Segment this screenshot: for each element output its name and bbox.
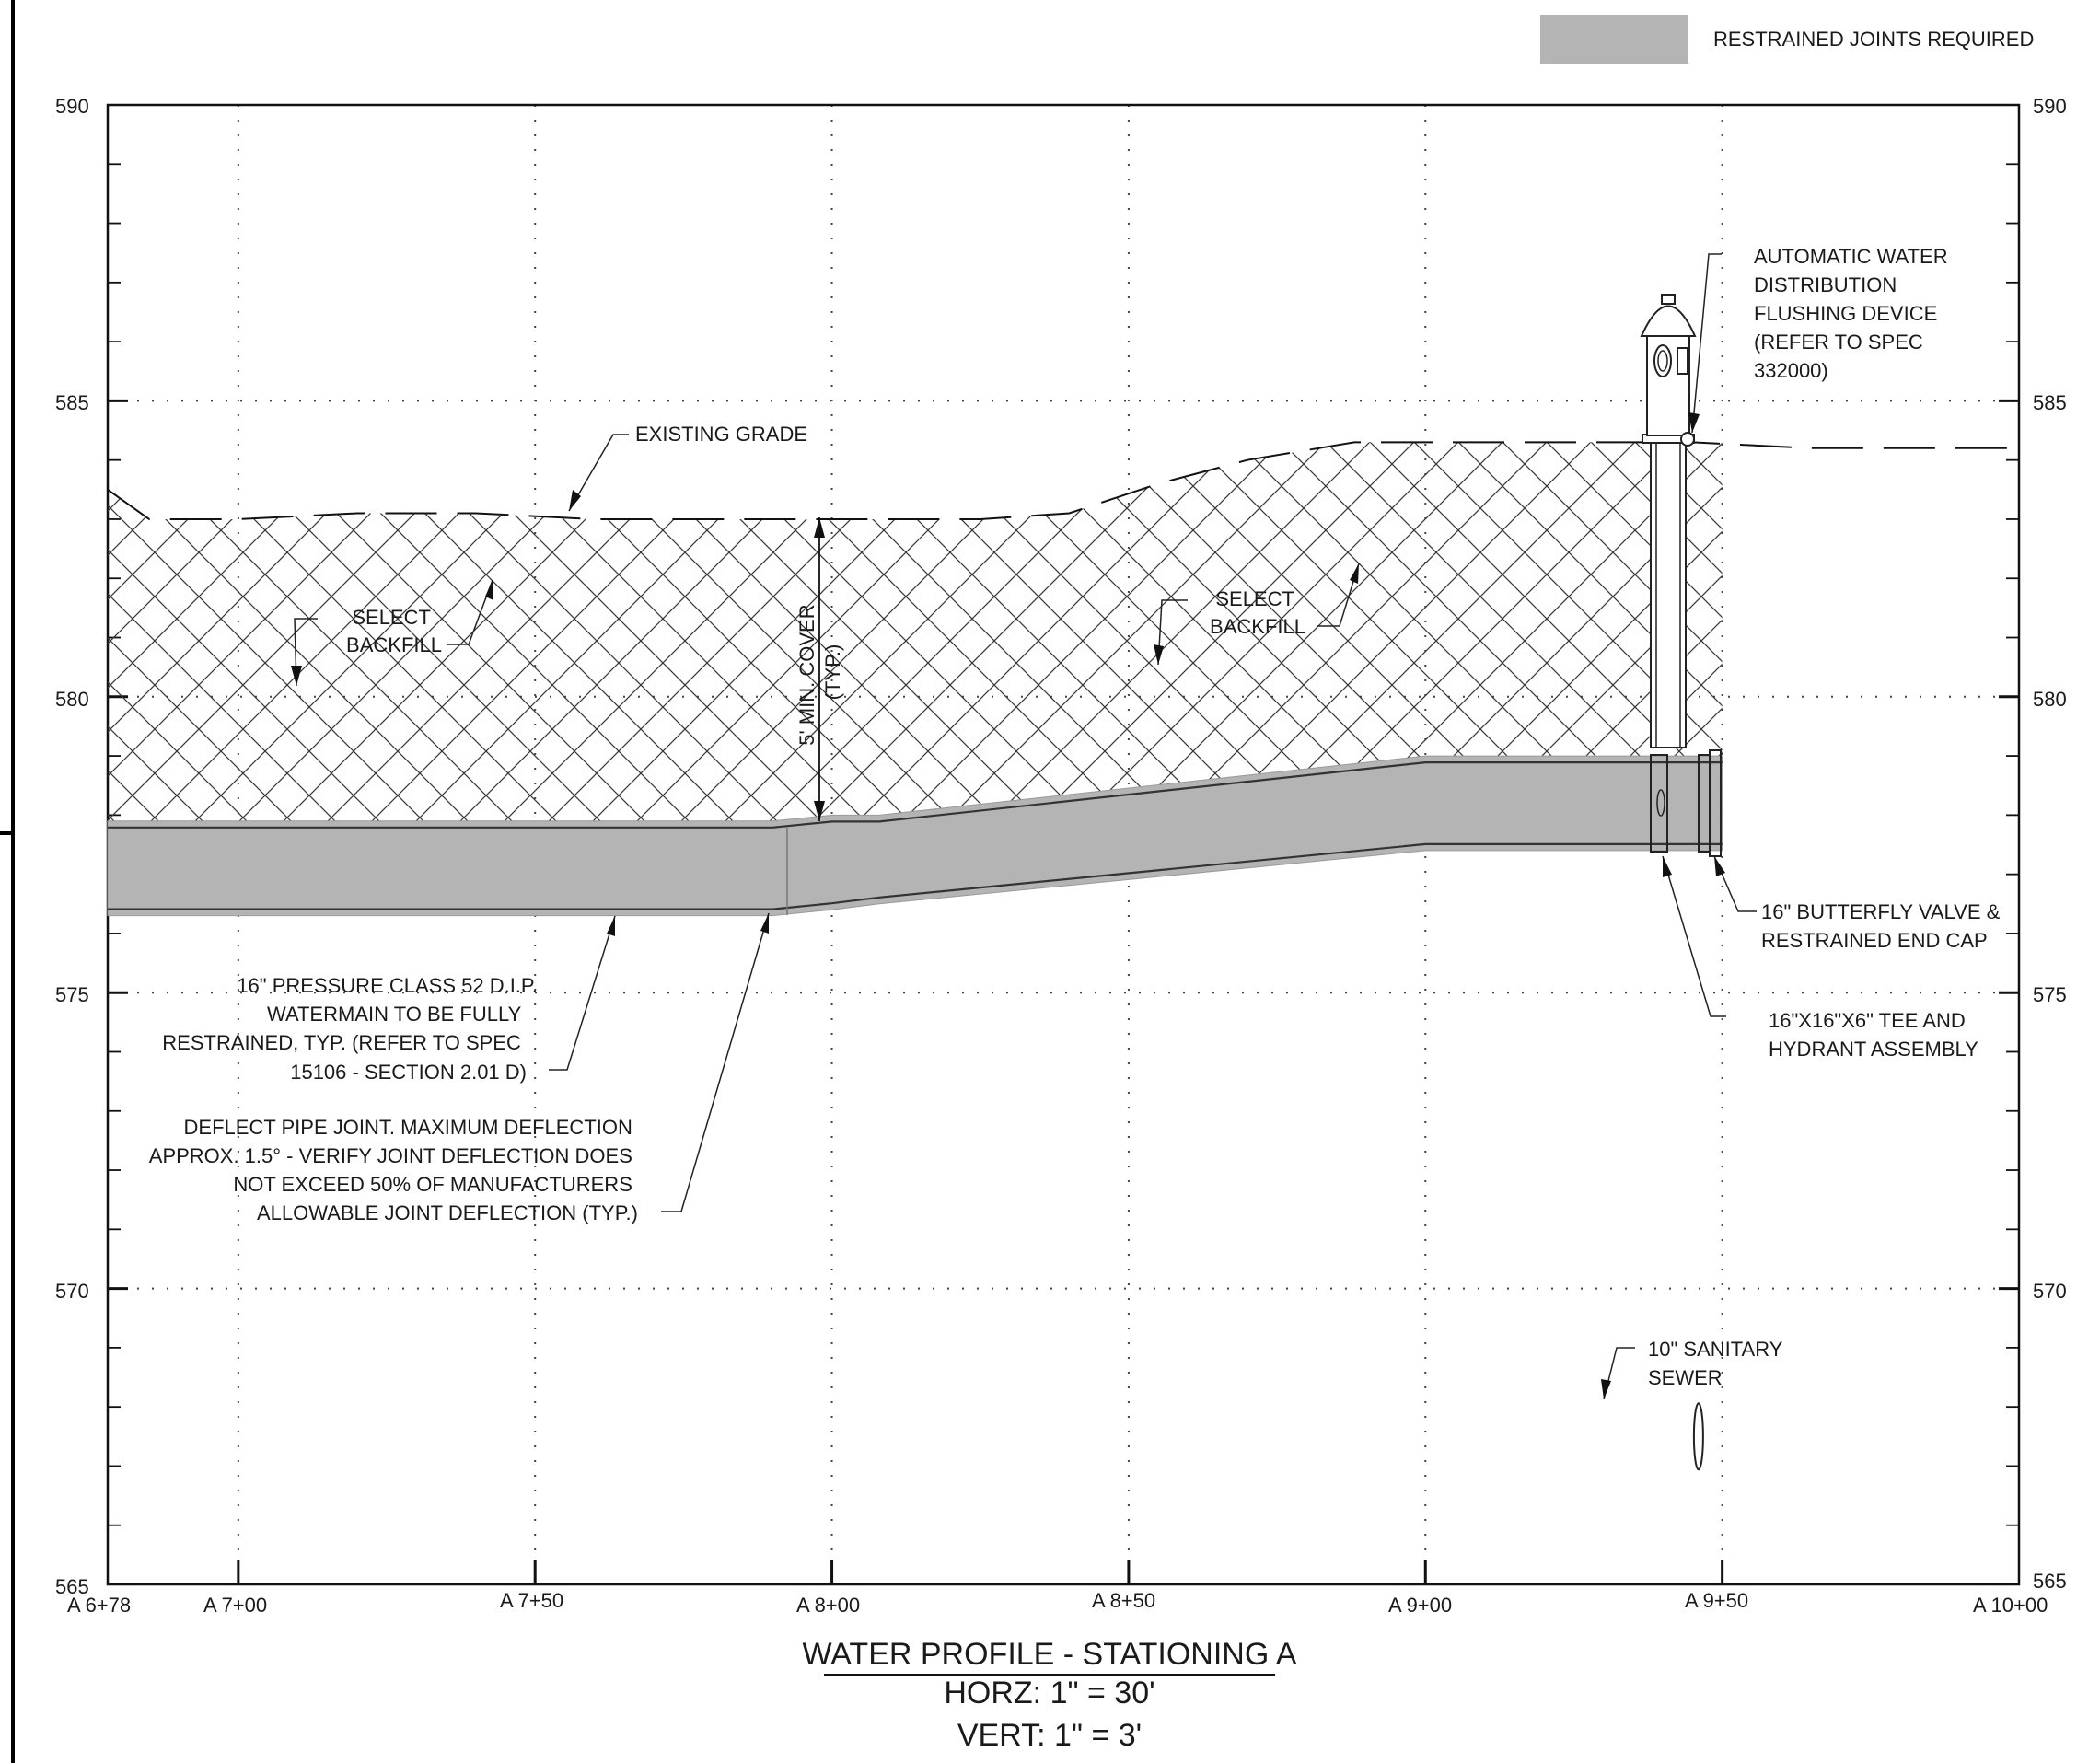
- existing-grade-line: [107, 441, 2019, 520]
- elev-label-565-right: 565: [2033, 1570, 2067, 1593]
- station-label-678: A 6+78: [67, 1594, 131, 1617]
- watermain-label: 16" PRESSURE CLASS 52 D.I.P. WATERMAIN T…: [162, 974, 543, 1084]
- station-label-800: A 8+00: [796, 1594, 860, 1617]
- station-label-1000: A 10+00: [1973, 1594, 2048, 1617]
- station-label-900: A 9+00: [1388, 1594, 1452, 1617]
- deflect-joint-label: DEFLECT PIPE JOINT. MAXIMUM DEFLECTION A…: [149, 1116, 638, 1224]
- existing-grade-label: EXISTING GRADE: [635, 423, 807, 446]
- station-label-850: A 8+50: [1092, 1589, 1155, 1612]
- drawing-title: WATER PROFILE - STATIONING A: [802, 1637, 1296, 1672]
- elev-label-580-left: 580: [55, 688, 89, 711]
- watermain-pipe-bottom: [108, 842, 1723, 910]
- elev-label-570-right: 570: [2033, 1280, 2067, 1303]
- watermain-pipe: [107, 755, 1723, 917]
- station-label-700: A 7+00: [203, 1594, 267, 1617]
- select-backfill-label-left: SELECT BACKFILL: [346, 606, 442, 656]
- elev-label-590-right: 590: [2033, 95, 2067, 118]
- hydrant-assembly: [1640, 294, 1722, 857]
- elev-label-575-left: 575: [55, 983, 89, 1006]
- tee-hydrant-label: 16"X16"X6" TEE AND HYDRANT ASSEMBLY: [1769, 1009, 1978, 1061]
- elev-label-570-left: 570: [55, 1280, 89, 1303]
- station-label-950: A 9+50: [1685, 1589, 1748, 1612]
- legend-swatch: [1540, 15, 1688, 64]
- leader-arrowheads: [291, 412, 1725, 1399]
- select-backfill-area: [108, 442, 1723, 821]
- min-cover-dimension: [814, 517, 825, 821]
- butterfly-valve-label: 16" BUTTERFLY VALVE & RESTRAINED END CAP: [1761, 900, 2005, 952]
- vertical-scale: VERT: 1" = 3': [957, 1718, 1142, 1753]
- elev-label-590-left: 590: [55, 95, 89, 118]
- flushing-device-label: AUTOMATIC WATER DISTRIBUTION FLUSHING DE…: [1754, 245, 1954, 382]
- select-backfill-label-right: SELECT BACKFILL: [1210, 587, 1305, 638]
- elev-label-585-right: 585: [2033, 391, 2067, 414]
- leader-lines: [294, 253, 1757, 1400]
- horizontal-scale: HORZ: 1" = 30': [944, 1676, 1154, 1711]
- elev-label-575-right: 575: [2033, 983, 2067, 1006]
- elev-label-580-right: 580: [2033, 688, 2067, 711]
- watermain-pipe-top: [108, 760, 1723, 829]
- station-label-750: A 7+50: [500, 1589, 563, 1612]
- elev-label-585-left: 585: [55, 391, 89, 414]
- sanitary-sewer-label: 10" SANITARY SEWER: [1648, 1338, 1788, 1389]
- legend-label: RESTRAINED JOINTS REQUIRED: [1713, 28, 2034, 51]
- elev-label-565-left: 565: [55, 1575, 89, 1598]
- min-cover-label: 5' MIN. COVER (TYP.): [795, 598, 844, 745]
- sanitary-sewer-pipe: [1692, 1402, 1704, 1471]
